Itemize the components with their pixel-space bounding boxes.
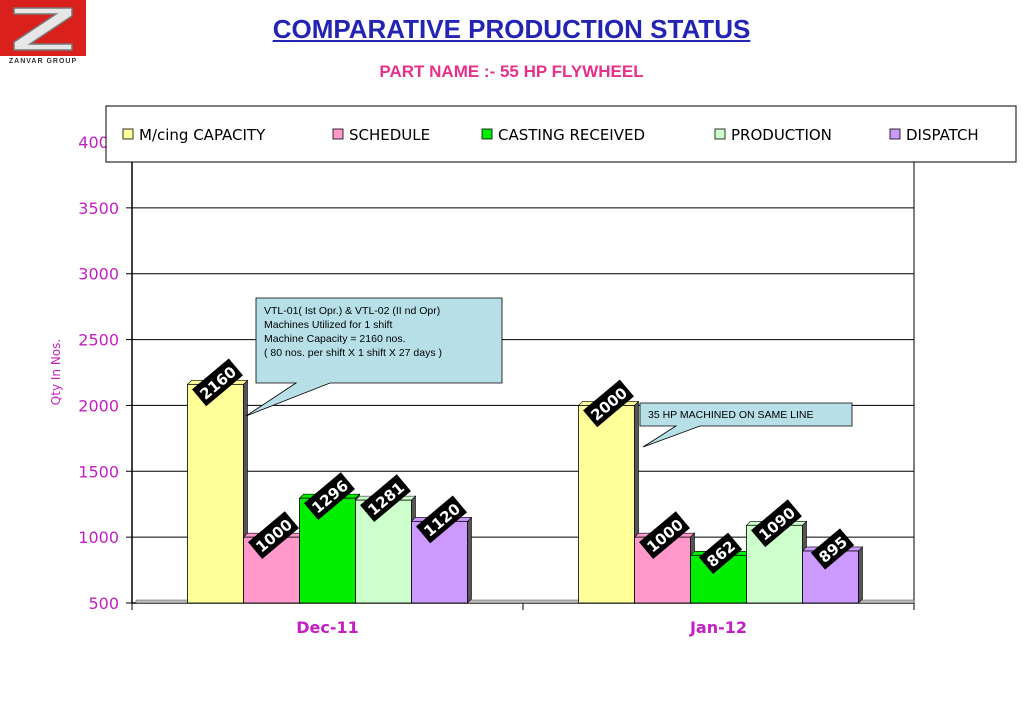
- page-title: COMPARATIVE PRODUCTION STATUS: [0, 14, 1023, 45]
- y-tick-label: 2000: [78, 396, 119, 415]
- legend-swatch: [889, 128, 901, 140]
- y-tick-label: 500: [88, 594, 119, 613]
- data-label-background: [751, 499, 802, 548]
- data-label-background: [304, 472, 355, 521]
- data-label-background: [248, 511, 299, 559]
- data-label-background: [583, 379, 634, 428]
- data-label-background: [360, 474, 411, 522]
- legend-label: CASTING RECEIVED: [498, 126, 645, 144]
- legend-label: PRODUCTION: [731, 126, 832, 144]
- y-tick-label: 3500: [78, 199, 119, 218]
- annotations: VTL-01( Ist Opr.) & VTL-02 (II nd Opr) M…: [245, 297, 853, 448]
- legend-item: M/cing CAPACITY: [122, 126, 266, 144]
- legend-label: SCHEDULE: [349, 126, 430, 144]
- legend-item: DISPATCH: [889, 126, 979, 144]
- y-tick-label: 1500: [78, 462, 119, 481]
- bar: [577, 400, 640, 604]
- legend-label: M/cing CAPACITY: [139, 126, 266, 144]
- legend-swatch: [714, 128, 726, 140]
- legend-item: CASTING RECEIVED: [481, 126, 645, 144]
- legend-item: SCHEDULE: [332, 126, 430, 144]
- bar: [186, 379, 249, 604]
- callout-text-line: Machines Utilized for 1 shift: [264, 319, 392, 331]
- data-label-background: [416, 495, 467, 544]
- legend-label: DISPATCH: [906, 126, 979, 144]
- callout-machine-capacity: VTL-01( Ist Opr.) & VTL-02 (II nd Opr) M…: [245, 297, 503, 417]
- callout-same-line: 35 HP MACHINED ON SAME LINE: [639, 402, 853, 448]
- page-subtitle: PART NAME :- 55 HP FLYWHEEL: [379, 62, 644, 81]
- data-label-background: [192, 358, 243, 407]
- legend: M/cing CAPACITY SCHEDULE CASTING RECEIVED P…: [105, 105, 1017, 163]
- callout-text-line: VTL-01( Ist Opr.) & VTL-02 (II nd Opr): [264, 305, 440, 317]
- page-title-text: COMPARATIVE PRODUCTION STATUS: [272, 14, 751, 44]
- x-category-label: Jan-12: [689, 618, 747, 637]
- callout-text-line: 35 HP MACHINED ON SAME LINE: [648, 409, 814, 421]
- bar-face: [187, 383, 244, 604]
- bar-side: [467, 516, 472, 604]
- logo-mark: [0, 0, 86, 56]
- y-tick-label: 1000: [78, 528, 119, 547]
- legend-item: PRODUCTION: [714, 126, 832, 144]
- y-tick-label: 2500: [78, 331, 119, 350]
- logo-caption: ZANVAR GROUP: [8, 58, 78, 65]
- bar-face: [299, 497, 356, 604]
- callout-shape: [245, 297, 503, 417]
- x-category-label: Dec-11: [296, 618, 359, 637]
- bar-face: [634, 536, 691, 604]
- y-tick-label: 3000: [78, 265, 119, 284]
- bar-face: [578, 405, 635, 604]
- legend-swatch: [481, 128, 493, 140]
- company-logo: ZANVAR GROUP: [0, 0, 86, 70]
- data-label-background: [698, 532, 743, 574]
- x-category-labels: Dec-11 Jan-12: [296, 618, 747, 637]
- bar-side: [858, 546, 863, 604]
- data-label-background: [639, 511, 690, 559]
- legend-box: [105, 105, 1017, 163]
- callout-text-line: ( 80 nos. per shift X 1 shift X 27 days …: [264, 347, 442, 359]
- bar-face: [355, 499, 412, 604]
- legend-swatch: [122, 128, 134, 140]
- y-axis-label: Qty In Nos.: [49, 339, 63, 405]
- data-label-background: [810, 528, 855, 570]
- legend-swatch: [332, 128, 344, 140]
- callout-text-line: Machine Capacity = 2160 nos.: [264, 333, 406, 345]
- chart-floor: [135, 599, 915, 604]
- callout-shape: [639, 402, 853, 448]
